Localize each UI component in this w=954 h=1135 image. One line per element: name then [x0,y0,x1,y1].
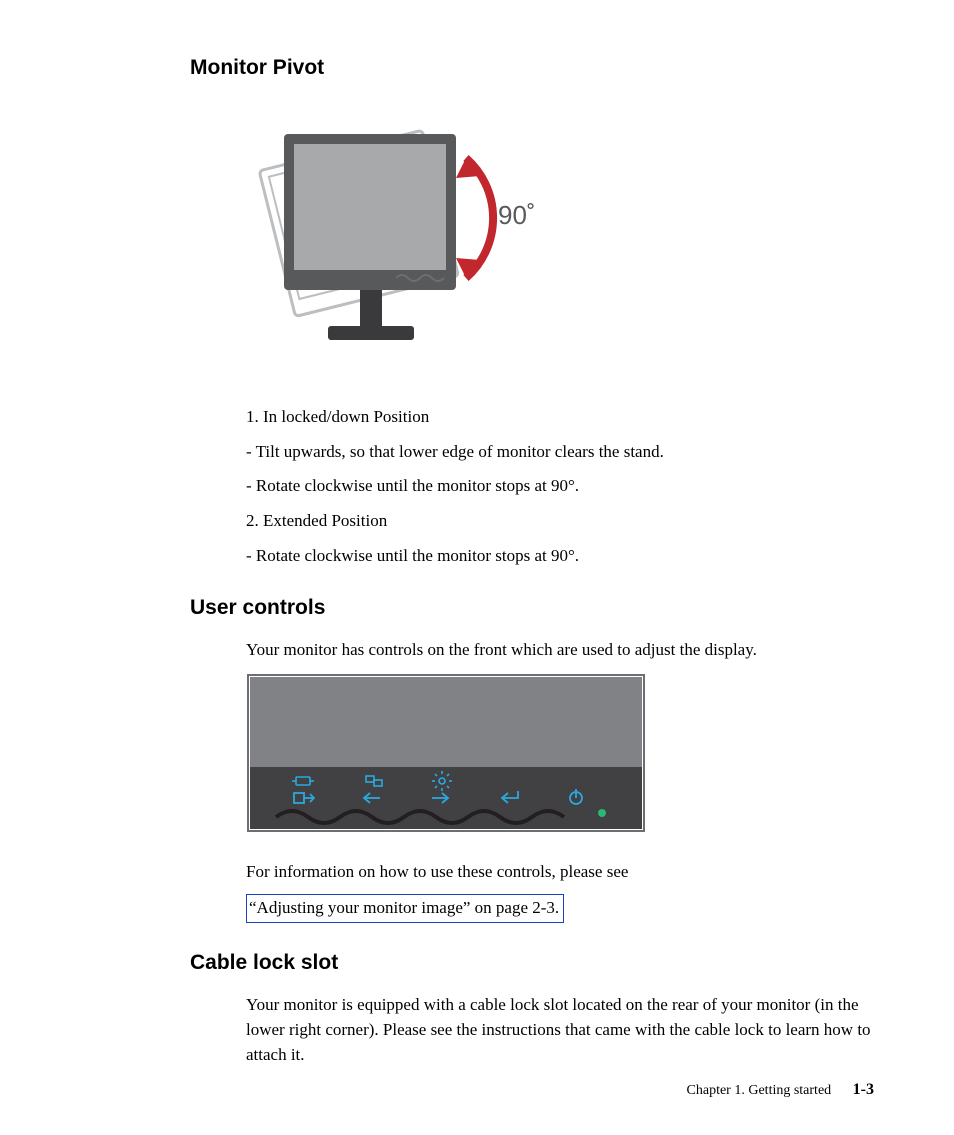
footer-chapter: Chapter 1. Getting started [687,1083,832,1098]
heading-user-controls: User controls [190,596,874,620]
pivot-line-5: - Rotate clockwise until the monitor sto… [246,544,874,569]
heading-cable-lock-slot: Cable lock slot [190,951,874,975]
pivot-line-4: 2. Extended Position [246,509,874,534]
pivot-line-1: 1. In locked/down Position [246,405,874,430]
user-controls-moreinfo: For information on how to use these cont… [246,860,874,885]
heading-monitor-pivot: Monitor Pivot [190,56,874,80]
figure-user-controls [246,673,874,838]
link-adjusting-monitor-image[interactable]: “Adjusting your monitor image” on page 2… [246,894,564,923]
footer-page-number: 1-3 [853,1081,874,1098]
page-footer: Chapter 1. Getting started 1-3 [687,1081,874,1099]
cable-lock-body: Your monitor is equipped with a cable lo… [246,993,874,1067]
pivot-line-2: - Tilt upwards, so that lower edge of mo… [246,440,874,465]
user-controls-intro: Your monitor has controls on the front w… [246,638,874,663]
pivot-angle-label: 90˚ [498,200,536,230]
figure-monitor-pivot: 90˚ [246,98,874,383]
pivot-line-3: - Rotate clockwise until the monitor sto… [246,474,874,499]
